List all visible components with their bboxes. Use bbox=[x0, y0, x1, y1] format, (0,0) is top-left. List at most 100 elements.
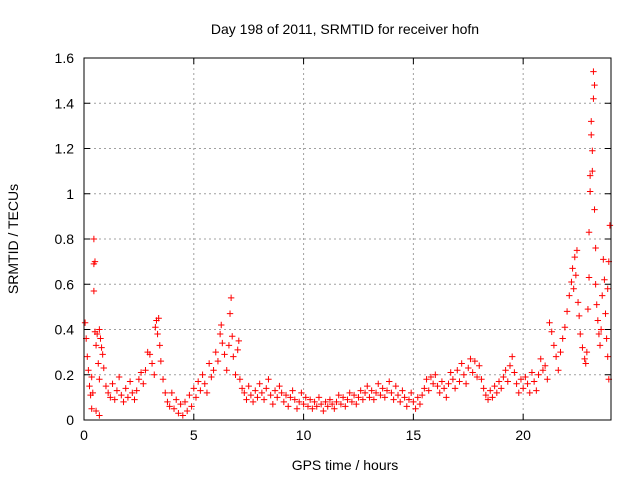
data-point bbox=[326, 396, 334, 403]
data-point bbox=[569, 265, 576, 272]
data-point bbox=[429, 380, 437, 387]
data-point bbox=[328, 400, 336, 408]
data-point bbox=[392, 382, 400, 390]
data-point bbox=[238, 385, 246, 392]
data-point bbox=[584, 305, 592, 313]
data-point bbox=[267, 391, 274, 399]
data-point bbox=[379, 385, 386, 392]
data-point bbox=[98, 344, 105, 351]
data-point bbox=[124, 394, 132, 401]
data-point bbox=[436, 389, 443, 397]
y-tick-label: 0.6 bbox=[55, 276, 75, 292]
data-point bbox=[588, 131, 595, 139]
data-point bbox=[566, 292, 573, 299]
data-point bbox=[548, 328, 555, 335]
data-point bbox=[235, 337, 243, 345]
data-point bbox=[592, 281, 599, 288]
data-point bbox=[88, 373, 95, 381]
data-point bbox=[92, 407, 100, 415]
data-point bbox=[99, 351, 106, 358]
y-tick-label: 0.2 bbox=[55, 367, 75, 383]
data-point bbox=[89, 389, 96, 397]
data-point bbox=[280, 398, 288, 406]
data-point bbox=[142, 367, 149, 374]
data-point bbox=[480, 385, 487, 392]
y-axis-label: SRMTID / TECUs bbox=[5, 184, 21, 294]
data-point bbox=[591, 206, 598, 213]
data-point bbox=[324, 403, 331, 410]
data-point bbox=[96, 376, 103, 383]
data-point bbox=[223, 367, 230, 374]
data-point bbox=[311, 398, 318, 406]
data-point bbox=[601, 276, 608, 283]
data-point bbox=[361, 389, 369, 397]
data-point bbox=[462, 380, 470, 387]
data-point bbox=[579, 344, 586, 351]
data-point bbox=[229, 333, 236, 340]
data-point bbox=[585, 274, 593, 281]
data-point bbox=[93, 330, 101, 338]
data-point bbox=[148, 360, 156, 367]
data-point bbox=[559, 335, 566, 342]
data-point bbox=[111, 396, 118, 403]
data-point bbox=[258, 389, 266, 397]
data-point bbox=[192, 394, 200, 401]
data-point bbox=[96, 412, 103, 419]
data-point bbox=[482, 391, 490, 399]
data-point bbox=[491, 382, 498, 390]
data-point bbox=[126, 378, 134, 385]
data-point bbox=[245, 382, 252, 390]
data-point bbox=[575, 312, 583, 320]
data-point bbox=[478, 376, 485, 383]
data-point bbox=[438, 378, 446, 385]
data-point bbox=[599, 292, 606, 299]
data-point bbox=[517, 376, 525, 383]
data-point bbox=[109, 380, 116, 387]
data-point bbox=[90, 235, 98, 243]
data-point bbox=[317, 400, 325, 408]
data-point bbox=[188, 403, 195, 410]
axis-ticks: 0 5 10 15 20 0 0.2 0.4 0.6 0.8 1 1.2 1.4 1.6 bbox=[55, 50, 611, 443]
data-point bbox=[410, 398, 417, 406]
data-point bbox=[175, 410, 182, 417]
data-point bbox=[133, 387, 140, 394]
data-point bbox=[539, 367, 547, 374]
y-tick-label: 1 bbox=[66, 186, 74, 202]
data-point bbox=[533, 387, 540, 394]
data-point bbox=[140, 380, 147, 387]
data-point bbox=[589, 167, 596, 175]
data-point bbox=[375, 380, 382, 387]
data-point bbox=[333, 398, 340, 406]
data-point bbox=[414, 394, 421, 401]
data-point bbox=[155, 314, 162, 322]
data-point bbox=[271, 387, 279, 394]
data-point bbox=[513, 380, 520, 387]
data-point bbox=[458, 360, 465, 367]
data-point bbox=[603, 335, 610, 342]
data-point bbox=[573, 247, 581, 254]
data-point bbox=[585, 229, 593, 236]
data-point bbox=[194, 378, 202, 385]
data-points bbox=[81, 68, 614, 419]
data-point bbox=[181, 398, 189, 406]
data-point bbox=[465, 364, 472, 372]
data-point bbox=[473, 373, 481, 381]
data-point bbox=[304, 403, 312, 410]
data-point bbox=[156, 342, 163, 349]
data-point bbox=[313, 403, 320, 410]
data-point bbox=[355, 394, 362, 401]
data-point bbox=[309, 405, 316, 412]
data-point bbox=[595, 330, 603, 338]
data-point bbox=[561, 324, 569, 331]
data-point bbox=[322, 398, 329, 406]
data-point bbox=[346, 389, 353, 397]
x-tick-label: 10 bbox=[296, 427, 312, 443]
data-point bbox=[254, 394, 261, 401]
data-point bbox=[546, 319, 553, 326]
data-point bbox=[504, 378, 511, 385]
data-point bbox=[535, 371, 542, 378]
data-point bbox=[386, 378, 393, 385]
data-point bbox=[597, 326, 605, 333]
data-point bbox=[170, 405, 178, 412]
data-point bbox=[366, 394, 373, 401]
